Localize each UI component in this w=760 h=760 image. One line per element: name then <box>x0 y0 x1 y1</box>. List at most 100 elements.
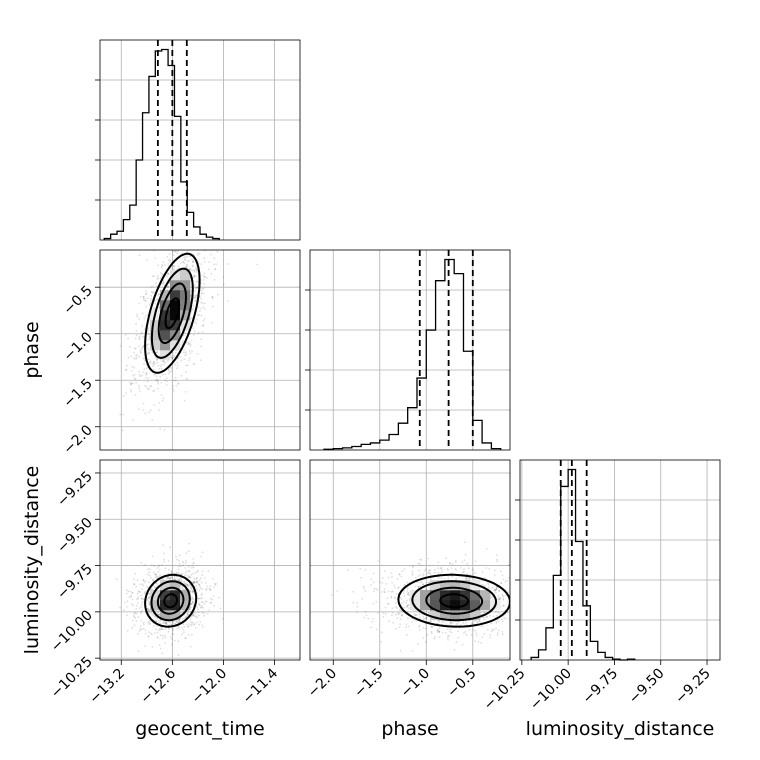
scatter-point-phase-luminosity_distance-888 <box>430 620 432 623</box>
scatter-point-geocent_time-luminosity_distance-324 <box>177 565 180 568</box>
scatter-point-geocent_time-luminosity_distance-981 <box>126 592 128 595</box>
scatter-point-geocent_time-phase-985 <box>198 296 201 299</box>
scatter-point-geocent_time-luminosity_distance-846 <box>164 628 167 630</box>
scatter-point-phase-luminosity_distance-1160 <box>372 581 375 584</box>
density-cell-geocent_time-phase-8-17 <box>180 270 191 281</box>
scatter-point-geocent_time-luminosity_distance-732 <box>213 582 216 585</box>
scatter-point-geocent_time-luminosity_distance-13 <box>133 578 136 580</box>
scatter-point-geocent_time-phase-243 <box>138 370 141 373</box>
scatter-point-geocent_time-phase-907 <box>167 360 169 363</box>
scatter-point-phase-luminosity_distance-753 <box>447 634 449 637</box>
density-cell-phase-luminosity_distance-12-5 <box>430 600 441 611</box>
scatter-point-phase-luminosity_distance-265 <box>394 586 396 589</box>
scatter-point-geocent_time-luminosity_distance-1077 <box>157 571 160 573</box>
scatter-point-phase-luminosity_distance-215 <box>484 611 487 614</box>
scatter-point-phase-luminosity_distance-102 <box>498 612 501 615</box>
scatter-point-geocent_time-phase-984 <box>156 278 159 280</box>
density-cell-geocent_time-phase-5-10 <box>150 340 161 351</box>
scatter-point-phase-luminosity_distance-212 <box>484 577 486 579</box>
scatter-point-geocent_time-phase-1159 <box>167 273 170 275</box>
scatter-point-geocent_time-phase-283 <box>202 287 205 290</box>
scatter-point-geocent_time-phase-989 <box>192 265 194 267</box>
scatter-point-phase-luminosity_distance-860 <box>504 580 507 583</box>
scatter-point-phase-luminosity_distance-272 <box>467 573 469 576</box>
scatter-point-geocent_time-luminosity_distance-990 <box>156 636 159 638</box>
scatter-point-geocent_time-luminosity_distance-939 <box>162 578 164 581</box>
scatter-point-phase-luminosity_distance-132 <box>489 614 491 617</box>
scatter-point-phase-luminosity_distance-1008 <box>418 613 421 616</box>
scatter-point-geocent_time-phase-497 <box>193 330 196 333</box>
scatter-point-phase-luminosity_distance-247 <box>406 599 408 602</box>
scatter-point-phase-luminosity_distance-15 <box>373 587 376 590</box>
scatter-point-geocent_time-phase-930 <box>125 368 128 371</box>
scatter-point-geocent_time-phase-630 <box>190 340 193 342</box>
scatter-point-geocent_time-luminosity_distance-183 <box>161 652 164 655</box>
scatter-point-geocent_time-phase-892 <box>187 341 190 344</box>
scatter-point-phase-luminosity_distance-43 <box>436 629 439 632</box>
scatter-point-geocent_time-luminosity_distance-260 <box>144 580 147 582</box>
scatter-point-geocent_time-luminosity_distance-861 <box>144 563 147 566</box>
scatter-point-geocent_time-luminosity_distance-428 <box>196 606 199 609</box>
scatter-point-geocent_time-luminosity_distance-613 <box>140 594 143 597</box>
scatter-point-geocent_time-phase-1056 <box>189 357 191 360</box>
panel-frame-phase-luminosity_distance <box>309 459 511 661</box>
scatter-point-phase-luminosity_distance-245 <box>447 637 449 639</box>
scatter-point-phase-luminosity_distance-1162 <box>491 628 494 631</box>
scatter-point-geocent_time-luminosity_distance-226 <box>141 597 143 600</box>
scatter-point-phase-luminosity_distance-925 <box>463 559 466 562</box>
xlabel-luminosity-distance: luminosity_distance <box>526 718 715 740</box>
scatter-point-geocent_time-luminosity_distance-188 <box>198 597 200 600</box>
scatter-point-phase-luminosity_distance-6 <box>412 565 414 568</box>
scatter-point-geocent_time-luminosity_distance-335 <box>184 572 187 574</box>
scatter-point-phase-luminosity_distance-863 <box>497 611 499 614</box>
scatter-point-geocent_time-phase-606 <box>160 365 162 368</box>
scatter-point-geocent_time-phase-506 <box>195 280 198 283</box>
scatter-point-geocent_time-luminosity_distance-97 <box>178 563 181 565</box>
scatter-point-geocent_time-luminosity_distance-192 <box>126 605 128 608</box>
scatter-point-geocent_time-luminosity_distance-976 <box>148 623 151 625</box>
scatter-point-geocent_time-luminosity_distance-959 <box>186 583 189 586</box>
scatter-point-phase-luminosity_distance-518 <box>473 578 475 581</box>
scatter-point-geocent_time-luminosity_distance-906 <box>158 614 161 616</box>
scatter-point-phase-luminosity_distance-501 <box>407 593 410 596</box>
scatter-point-geocent_time-luminosity_distance-1115 <box>190 616 192 619</box>
scatter-point-geocent_time-phase-1192 <box>195 269 198 272</box>
scatter-point-geocent_time-phase-366 <box>203 272 206 275</box>
scatter-point-geocent_time-luminosity_distance-1090 <box>206 613 209 615</box>
scatter-point-phase-luminosity_distance-1136 <box>437 629 439 632</box>
scatter-point-phase-luminosity_distance-84 <box>425 640 427 643</box>
scatter-point-geocent_time-phase-207 <box>147 333 150 336</box>
scatter-point-geocent_time-phase-1002 <box>191 258 193 260</box>
scatter-point-geocent_time-phase-1174 <box>150 291 153 293</box>
scatter-point-phase-luminosity_distance-474 <box>460 567 462 569</box>
scatter-point-phase-luminosity_distance-146 <box>391 614 393 617</box>
scatter-point-geocent_time-luminosity_distance-1106 <box>198 579 201 582</box>
scatter-point-geocent_time-phase-847 <box>138 345 141 348</box>
scatter-point-geocent_time-phase-700 <box>153 373 155 376</box>
scatter-point-geocent_time-luminosity_distance-1130 <box>158 621 161 624</box>
scatter-point-geocent_time-phase-860 <box>200 359 202 361</box>
scatter-point-phase-luminosity_distance-315 <box>429 620 432 623</box>
density-cell-phase-luminosity_distance-14-7 <box>450 580 461 591</box>
scatter-point-geocent_time-luminosity_distance-859 <box>192 597 194 600</box>
scatter-point-phase-luminosity_distance-301 <box>398 612 401 615</box>
scatter-point-geocent_time-phase-848 <box>162 360 165 363</box>
scatter-point-phase-luminosity_distance-480 <box>471 568 474 570</box>
scatter-point-geocent_time-phase-88 <box>158 306 161 309</box>
scatter-point-geocent_time-phase-783 <box>196 271 199 273</box>
scatter-point-geocent_time-phase-571 <box>189 349 191 352</box>
scatter-point-geocent_time-phase-717 <box>156 298 159 301</box>
scatter-point-geocent_time-luminosity_distance-51 <box>188 585 190 587</box>
scatter-point-phase-luminosity_distance-434 <box>381 631 383 634</box>
scatter-point-phase-luminosity_distance-808 <box>403 600 405 603</box>
density-cell-phase-luminosity_distance-14-5 <box>450 600 461 611</box>
scatter-point-geocent_time-phase-576 <box>142 371 145 374</box>
scatter-point-geocent_time-phase-490 <box>175 384 178 387</box>
density-cell-geocent_time-phase-7-12 <box>170 320 181 331</box>
scatter-point-phase-luminosity_distance-80 <box>419 581 422 584</box>
scatter-point-phase-luminosity_distance-472 <box>372 572 375 575</box>
scatter-point-phase-luminosity_distance-351 <box>455 561 457 564</box>
scatter-point-phase-luminosity_distance-789 <box>506 612 509 614</box>
scatter-point-geocent_time-luminosity_distance-605 <box>187 634 190 636</box>
scatter-point-geocent_time-luminosity_distance-1177 <box>201 624 204 627</box>
